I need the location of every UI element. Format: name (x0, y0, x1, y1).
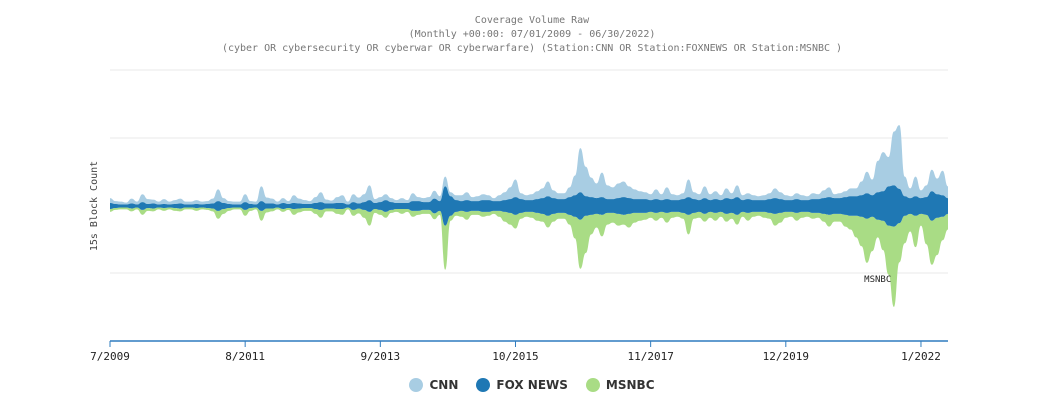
area-msnbc[interactable] (110, 207, 948, 307)
series-areas (110, 125, 948, 307)
legend: CNN FOX NEWS MSNBC (0, 378, 1064, 392)
x-tick-label: 1/2022 (901, 350, 941, 363)
legend-swatch-fox-news (476, 378, 491, 392)
legend-item-fox-news[interactable]: FOX NEWS (476, 378, 568, 392)
x-tick-label: 10/2015 (492, 350, 538, 363)
area-cnn[interactable] (110, 125, 948, 205)
legend-item-cnn[interactable]: CNN (409, 378, 458, 392)
x-tick-label: 9/2013 (360, 350, 400, 363)
chart-subtitle-1: (Monthly +00:00: 07/01/2009 - 06/30/2022… (408, 29, 656, 40)
stream-chart: 7/2009 8/2011 9/2013 10/2015 11/2017 12/2019 1… (89, 69, 948, 363)
title-block: Coverage Volume Raw (Monthly +00:00: 07/… (0, 14, 1064, 56)
x-tick-label: 7/2009 (90, 350, 130, 363)
x-tick-label: 8/2011 (225, 350, 265, 363)
legend-label-msnbc: MSNBC (605, 378, 655, 392)
legend-swatch-msnbc (585, 378, 600, 392)
annotation-label: MSNBC (864, 275, 891, 285)
x-tick-label: 11/2017 (627, 350, 673, 363)
chart-title: Coverage Volume Raw (474, 15, 590, 26)
legend-swatch-cnn (409, 378, 424, 392)
legend-label-cnn: CNN (429, 378, 459, 392)
legend-item-msnbc[interactable]: MSNBC (585, 378, 655, 392)
annotations: MSNBC (864, 275, 891, 285)
x-axis: 7/2009 8/2011 9/2013 10/2015 11/2017 12/2019 1… (90, 340, 948, 363)
legend-label-fox-news: FOX NEWS (496, 378, 568, 392)
y-axis-label: 15s Block Count (89, 161, 100, 251)
grid-lines (110, 69, 948, 274)
chart-subtitle-2: (cyber OR cybersecurity OR cyberwar OR c… (221, 43, 843, 54)
area-fox-news[interactable] (110, 185, 948, 227)
x-tick-label: 12/2019 (763, 350, 809, 363)
